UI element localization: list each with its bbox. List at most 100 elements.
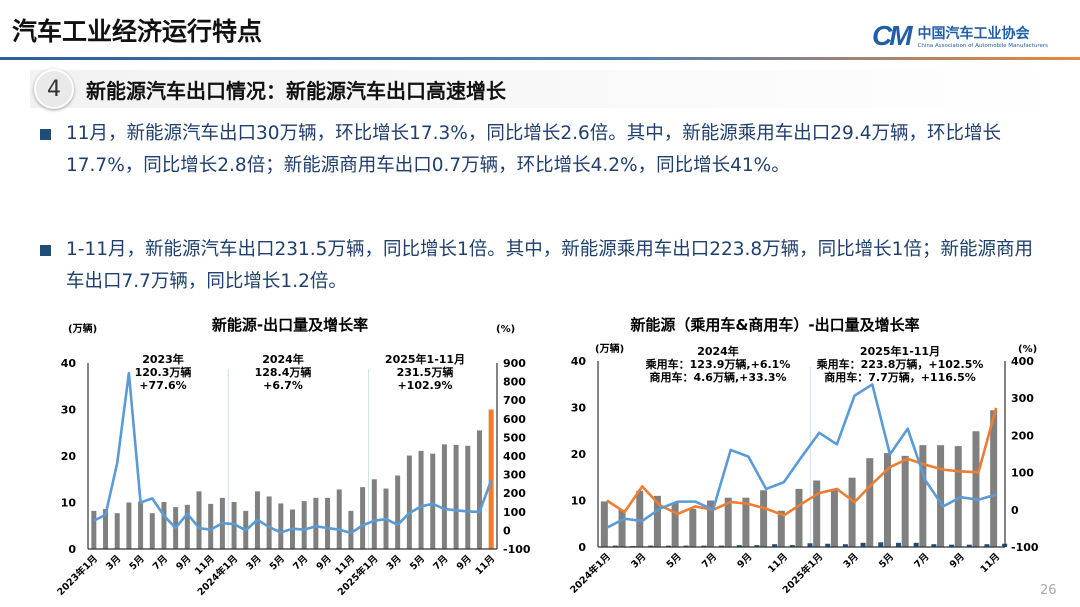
- bar: [807, 543, 813, 547]
- y2-tick-label: 600: [503, 413, 526, 426]
- annotation-text: 128.4万辆: [255, 365, 312, 379]
- section-number: 4: [34, 69, 74, 109]
- bar: [671, 502, 679, 547]
- y-tick-label: 20: [571, 448, 587, 461]
- y-tick-label: 30: [61, 404, 77, 417]
- x-tick-label: 3月: [104, 553, 123, 572]
- bar: [701, 545, 707, 547]
- bar: [336, 489, 342, 549]
- bar: [878, 542, 884, 547]
- x-tick-label: 9月: [948, 551, 967, 570]
- bar: [91, 510, 97, 549]
- y2-tick-label: 0: [1011, 504, 1019, 517]
- x-tick-label: 11月: [473, 553, 497, 577]
- growth-line: [93, 371, 493, 535]
- annotation-text: +102.9%: [397, 379, 452, 392]
- bar: [913, 542, 919, 547]
- y2-axis-unit: (%): [496, 324, 515, 335]
- bar: [966, 544, 972, 547]
- bar: [895, 542, 901, 547]
- x-tick-label: 3月: [629, 551, 648, 570]
- y-axis-unit: (万辆): [595, 342, 624, 355]
- y-axis-unit: (万辆): [68, 322, 97, 335]
- chart-title: 新能源（乘用车&商用车）-出口量及增长率: [630, 316, 919, 334]
- chart-title: 新能源-出口量及增长率: [212, 316, 368, 334]
- annotation-text: 商用车：7.7万辆，+116.5%: [824, 370, 976, 384]
- bar: [453, 444, 459, 549]
- chart-nev-export: 新能源-出口量及增长率 (万辆) (%) 0 10 20 30 40 -100 0 100 200 30…: [55, 316, 530, 598]
- y2-tick-label: -100: [503, 543, 530, 556]
- annotation-text: 2025年1-11月: [860, 344, 940, 358]
- x-tick-label: 7月: [291, 553, 310, 572]
- bar: [760, 490, 768, 547]
- bar: [736, 545, 742, 547]
- bar: [103, 509, 109, 549]
- bar: [488, 409, 494, 549]
- bar: [777, 510, 785, 547]
- bar: [984, 544, 990, 547]
- bar: [138, 501, 144, 549]
- bar: [742, 497, 750, 547]
- bar: [161, 502, 167, 549]
- bar: [430, 453, 436, 549]
- bar: [653, 495, 661, 547]
- chart-nev-passenger-commercial-export: 新能源（乘用车&商用车）-出口量及增长率 (万辆) (%) 0 10 20 30 40 -100…: [568, 316, 1039, 596]
- bar: [665, 545, 671, 547]
- bullet-nov: 11月，新能源汽车出口30万辆，环比增长17.3%，同比增长2.6倍。其中，新能…: [40, 118, 1050, 182]
- caam-logo: CM 中国汽车工业协会 China Association of Automob…: [872, 20, 1048, 52]
- y2-tick-label: 0: [503, 524, 511, 537]
- y-tick-label: 30: [571, 402, 587, 415]
- x-tick-label: 7月: [700, 551, 719, 570]
- bar: [441, 444, 447, 549]
- bar: [465, 445, 471, 549]
- bar: [954, 446, 962, 547]
- x-tick-label: 3月: [385, 553, 404, 572]
- bar: [126, 502, 132, 549]
- annotation-text: 2023年: [142, 352, 184, 366]
- y-tick-label: 10: [61, 497, 77, 510]
- annotation-text: 2024年: [697, 344, 739, 358]
- bullet-ytd: 1-11月，新能源汽车出口231.5万辆，同比增长1倍。其中，新能源乘用车出口2…: [40, 234, 1050, 298]
- annotation-text: 231.5万辆: [397, 365, 454, 379]
- y2-tick-label: 500: [503, 431, 526, 444]
- y2-tick-label: 700: [503, 394, 526, 407]
- bar: [149, 513, 155, 549]
- bar: [683, 545, 689, 547]
- y2-tick-label: 800: [503, 376, 526, 389]
- y-tick-label: 10: [571, 495, 587, 508]
- header-divider: [0, 57, 1080, 60]
- x-tick-label: 2023年1月: [55, 553, 100, 598]
- y2-tick-label: 100: [1011, 467, 1034, 480]
- x-tick-label: 9月: [174, 553, 193, 572]
- bar: [931, 544, 937, 547]
- bar: [196, 491, 202, 549]
- bar: [919, 445, 927, 547]
- bar: [772, 544, 778, 547]
- x-tick-label: 5月: [408, 553, 427, 572]
- bar: [301, 501, 307, 549]
- bar: [395, 475, 401, 549]
- bar: [990, 410, 998, 547]
- y-tick-label: 40: [571, 355, 587, 368]
- annotation-text: 2025年1-11月: [385, 352, 465, 366]
- bar: [406, 455, 412, 549]
- growth-line: [606, 407, 998, 517]
- page-number: 26: [1040, 583, 1057, 598]
- y2-tick-label: 300: [503, 469, 526, 482]
- bar: [949, 544, 955, 547]
- y2-tick-label: -100: [1011, 541, 1039, 554]
- bar: [418, 450, 424, 549]
- growth-line: [606, 383, 997, 529]
- y-tick-label: 40: [61, 357, 77, 370]
- y2-tick-label: 900: [503, 357, 526, 370]
- x-tick-label: 7月: [151, 553, 170, 572]
- bar: [830, 489, 838, 547]
- bar: [860, 542, 866, 547]
- bar: [278, 503, 284, 549]
- x-tick-label: 5月: [665, 551, 684, 570]
- x-tick-label: 9月: [455, 553, 474, 572]
- bar: [866, 458, 874, 547]
- bar: [883, 453, 891, 547]
- bar: [348, 510, 354, 549]
- y-tick-label: 0: [68, 543, 76, 556]
